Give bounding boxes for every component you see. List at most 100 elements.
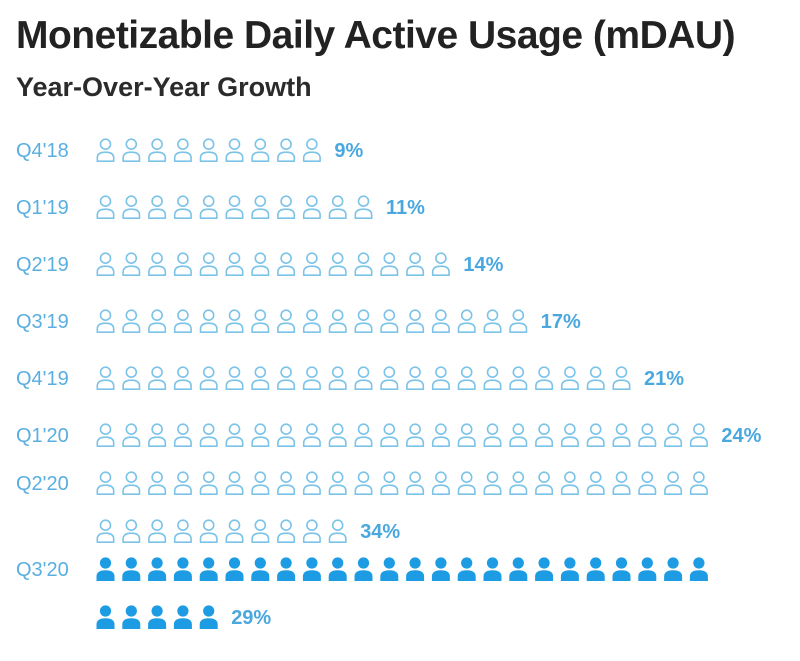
category-label: Q3'19: [16, 311, 69, 333]
person-icon: [354, 195, 373, 219]
person-icon: [328, 471, 347, 495]
person-icon: [509, 309, 528, 333]
person-icon: [148, 138, 167, 162]
person-icon: [431, 366, 450, 390]
person-icon: [148, 557, 167, 581]
person-icon: [96, 366, 115, 390]
person-icon: [302, 138, 321, 162]
person-icon: [96, 557, 115, 581]
person-icon: [431, 471, 450, 495]
person-icon: [380, 557, 399, 581]
person-icon: [328, 195, 347, 219]
person-icon: [251, 519, 270, 543]
person-icon: [225, 557, 244, 581]
person-icon: [638, 557, 657, 581]
value-label: 21%: [644, 368, 684, 390]
person-icon: [431, 309, 450, 333]
person-icon: [302, 195, 321, 219]
person-icon: [302, 519, 321, 543]
person-icon: [535, 471, 554, 495]
person-icon: [664, 423, 683, 447]
category-label: Q4'18: [16, 140, 69, 162]
person-icon: [406, 366, 425, 390]
person-icon: [380, 252, 399, 276]
person-icon: [148, 366, 167, 390]
person-icon: [457, 471, 476, 495]
person-icon: [277, 557, 296, 581]
person-icon: [380, 366, 399, 390]
value-label: 24%: [721, 425, 761, 447]
person-icon: [251, 252, 270, 276]
person-icon: [122, 366, 141, 390]
person-icon: [509, 423, 528, 447]
person-icon: [354, 366, 373, 390]
person-icon: [277, 138, 296, 162]
person-icon: [612, 471, 631, 495]
person-icon: [302, 557, 321, 581]
person-icon: [148, 195, 167, 219]
person-icon: [173, 423, 192, 447]
person-icon: [148, 252, 167, 276]
person-icon: [122, 138, 141, 162]
person-icon: [122, 471, 141, 495]
person-icon: [612, 557, 631, 581]
bar-row: Q3'19 17%: [16, 309, 581, 333]
person-icon: [251, 138, 270, 162]
category-label: Q2'20: [16, 473, 69, 495]
person-icon: [225, 309, 244, 333]
person-icon: [173, 557, 192, 581]
person-icon: [96, 138, 115, 162]
person-icon: [354, 252, 373, 276]
person-icon: [173, 519, 192, 543]
person-icon: [406, 252, 425, 276]
person-icon: [612, 423, 631, 447]
person-icon: [251, 195, 270, 219]
person-icon: [173, 252, 192, 276]
person-icon: [148, 605, 167, 629]
person-icon: [560, 471, 579, 495]
person-icon: [354, 557, 373, 581]
person-icon: [251, 557, 270, 581]
person-icon: [251, 309, 270, 333]
person-icon: [148, 309, 167, 333]
person-icon: [302, 309, 321, 333]
person-icon: [173, 605, 192, 629]
person-icon: [380, 309, 399, 333]
person-icon: [302, 423, 321, 447]
person-icon: [96, 423, 115, 447]
person-icon: [328, 423, 347, 447]
person-icon: [586, 366, 605, 390]
chart-subtitle: Year-Over-Year Growth: [16, 72, 312, 102]
person-icon: [483, 423, 502, 447]
person-icon: [148, 471, 167, 495]
person-icon: [199, 195, 218, 219]
person-icon: [483, 309, 502, 333]
person-icon: [122, 519, 141, 543]
person-icon: [199, 471, 218, 495]
person-icon: [560, 366, 579, 390]
person-icon: [199, 366, 218, 390]
person-icon: [225, 252, 244, 276]
bar-row: Q2'20 34%: [16, 471, 708, 543]
person-icon: [96, 471, 115, 495]
person-icon: [199, 557, 218, 581]
person-icon: [509, 557, 528, 581]
value-label: 29%: [231, 607, 271, 629]
value-label: 34%: [360, 521, 400, 543]
person-icon: [689, 557, 708, 581]
person-icon: [535, 423, 554, 447]
person-icon: [277, 519, 296, 543]
person-icon: [560, 557, 579, 581]
person-icon: [328, 519, 347, 543]
person-icon: [431, 252, 450, 276]
person-icon: [638, 471, 657, 495]
person-icon: [173, 309, 192, 333]
person-icon: [96, 195, 115, 219]
person-icon: [328, 366, 347, 390]
person-icon: [251, 366, 270, 390]
person-icon: [122, 557, 141, 581]
person-icon: [173, 195, 192, 219]
person-icon: [406, 423, 425, 447]
person-icon: [277, 366, 296, 390]
person-icon: [173, 138, 192, 162]
